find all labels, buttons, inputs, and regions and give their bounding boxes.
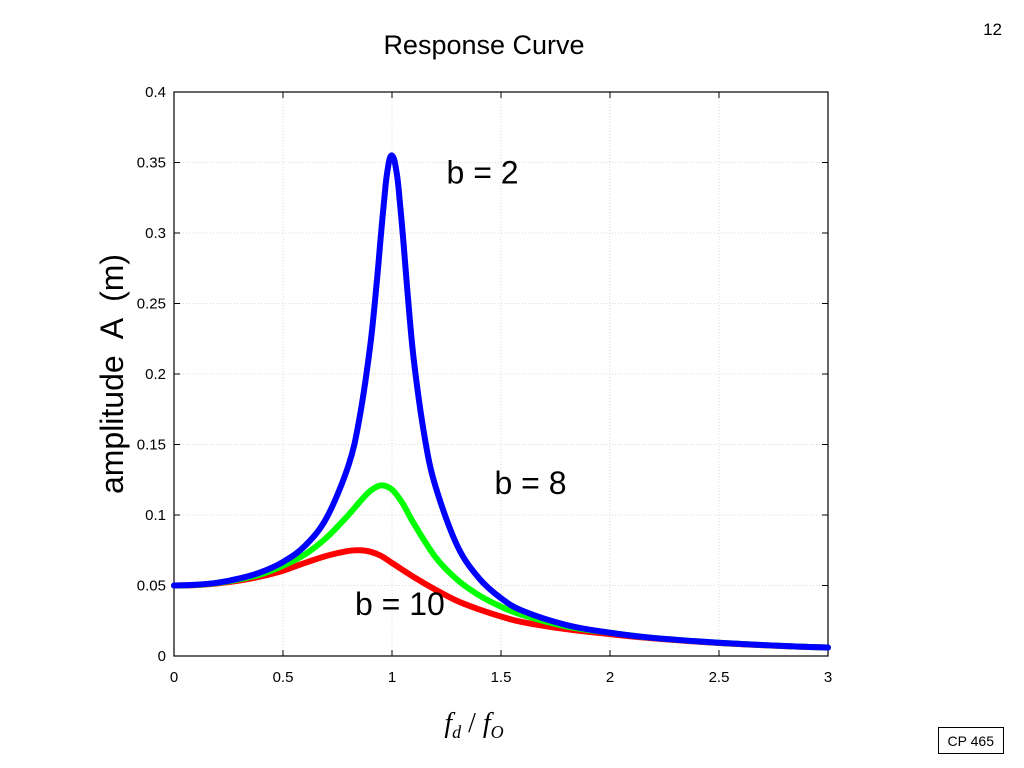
x-label-sub2: O <box>491 722 504 742</box>
x-label-sub1: d <box>452 722 462 742</box>
y-tick-label: 0.15 <box>137 437 166 454</box>
x-tick-label: 1 <box>388 669 396 686</box>
x-tick-labels: 0 0.5 1 1.5 2 2.5 3 <box>170 669 832 686</box>
y-tick-label: 0.05 <box>137 578 166 595</box>
y-tick-label: 0.3 <box>145 225 166 242</box>
x-label-f1: f <box>444 708 455 739</box>
y-tick-label: 0 <box>158 648 166 665</box>
series-label: b = 8 <box>494 465 566 501</box>
series-label: b = 10 <box>355 586 445 622</box>
y-tick-label: 0.25 <box>137 296 166 313</box>
x-tick-label: 0 <box>170 669 178 686</box>
axis-ticks <box>173 91 829 657</box>
y-axis-label: amplitude A (m) <box>94 254 130 494</box>
y-tick-label: 0.35 <box>137 155 166 172</box>
y-tick-label: 0.1 <box>145 507 166 524</box>
y-tick-label: 0.4 <box>145 84 166 101</box>
x-axis-label: fd / fO <box>444 708 503 742</box>
slide-number: 12 <box>983 20 1002 39</box>
x-label-slash: / <box>461 708 483 739</box>
x-label-f2: f <box>483 708 494 739</box>
series-labels: b = 2 b = 8 b = 10 <box>355 155 567 622</box>
x-tick-label: 0.5 <box>273 669 294 686</box>
x-tick-label: 3 <box>824 669 832 686</box>
series-lines <box>171 152 831 651</box>
chart-title: Response Curve <box>383 30 585 60</box>
course-badge: CP 465 <box>937 727 1004 754</box>
y-tick-labels: 0 0.05 0.1 0.15 0.2 0.25 0.3 0.35 0.4 <box>137 84 166 665</box>
x-tick-label: 2.5 <box>709 669 730 686</box>
series-line-b2 <box>171 152 831 651</box>
series-label: b = 2 <box>447 155 519 191</box>
y-tick-label: 0.2 <box>145 366 166 383</box>
x-tick-label: 2 <box>606 669 614 686</box>
x-tick-label: 1.5 <box>491 669 512 686</box>
